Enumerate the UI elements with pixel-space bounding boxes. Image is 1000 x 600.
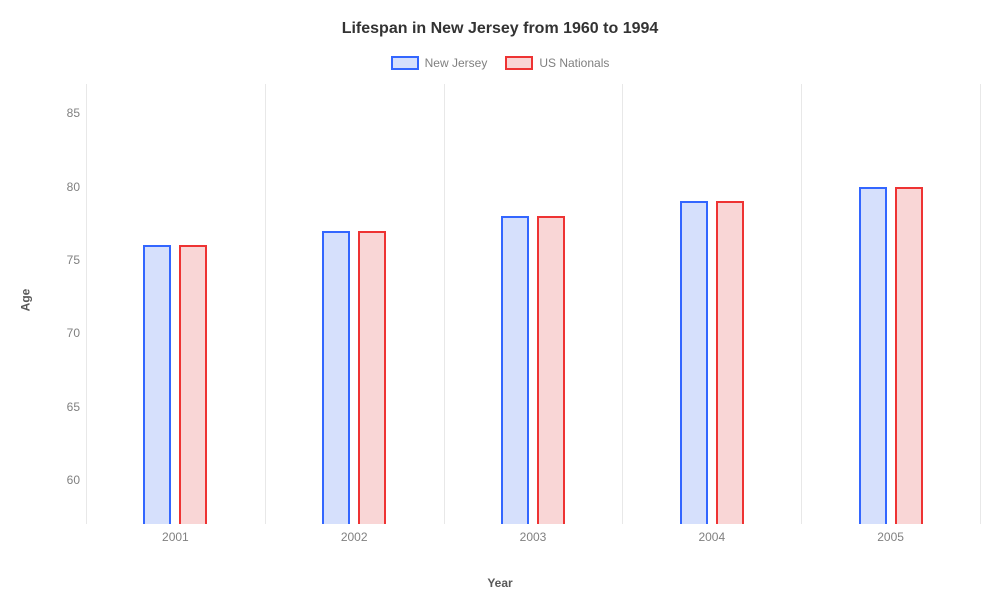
- y-tick-label: 75: [40, 253, 80, 267]
- plot-area: [86, 84, 980, 524]
- gridline-vertical: [622, 84, 623, 524]
- bar: [716, 201, 744, 524]
- y-tick-label: 80: [40, 180, 80, 194]
- bar: [143, 245, 171, 524]
- x-tick-label: 2003: [520, 530, 547, 544]
- legend-label: New Jersey: [425, 56, 488, 70]
- y-tick-label: 85: [40, 106, 80, 120]
- x-tick-label: 2004: [698, 530, 725, 544]
- bar: [322, 231, 350, 524]
- legend-item: New Jersey: [391, 56, 488, 70]
- x-tick-label: 2002: [341, 530, 368, 544]
- legend-label: US Nationals: [539, 56, 609, 70]
- bar: [179, 245, 207, 524]
- y-tick-label: 70: [40, 326, 80, 340]
- bar: [537, 216, 565, 524]
- bar: [895, 187, 923, 524]
- x-axis-label: Year: [0, 576, 1000, 590]
- legend: New Jersey US Nationals: [0, 56, 1000, 70]
- bar: [501, 216, 529, 524]
- plot-inner: [86, 84, 980, 524]
- gridline-vertical: [265, 84, 266, 524]
- legend-swatch: [505, 56, 533, 70]
- y-tick-label: 65: [40, 400, 80, 414]
- bar: [358, 231, 386, 524]
- legend-item: US Nationals: [505, 56, 609, 70]
- gridline-vertical: [444, 84, 445, 524]
- gridline-vertical: [980, 84, 981, 524]
- chart-title: Lifespan in New Jersey from 1960 to 1994: [0, 20, 1000, 38]
- bar: [680, 201, 708, 524]
- x-tick-label: 2001: [162, 530, 189, 544]
- bar: [859, 187, 887, 524]
- legend-swatch: [391, 56, 419, 70]
- y-axis-label: Age: [18, 289, 32, 312]
- y-tick-label: 60: [40, 473, 80, 487]
- chart-container: Lifespan in New Jersey from 1960 to 1994…: [0, 0, 1000, 600]
- x-tick-label: 2005: [877, 530, 904, 544]
- gridline-vertical: [801, 84, 802, 524]
- gridline-vertical: [86, 84, 87, 524]
